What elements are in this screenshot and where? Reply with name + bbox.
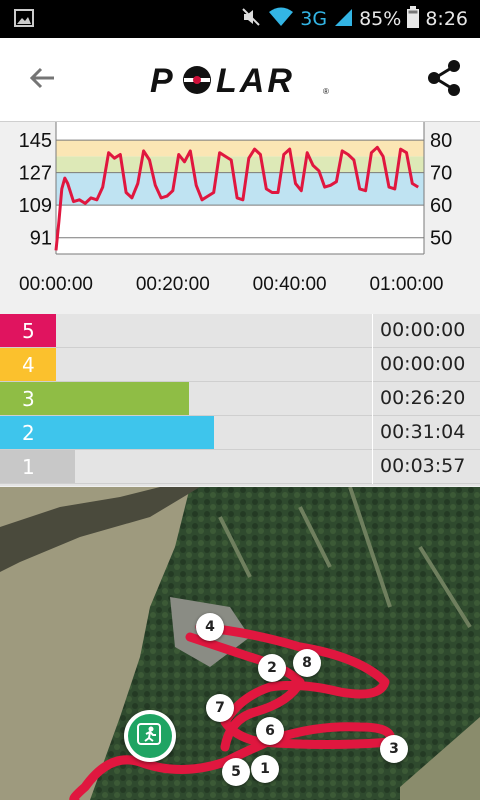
back-button[interactable] — [20, 58, 64, 102]
start-marker[interactable] — [124, 710, 176, 762]
share-button[interactable] — [422, 58, 466, 102]
x-tick-label: 00:20:00 — [136, 274, 210, 295]
lap-marker[interactable]: 8 — [293, 649, 321, 677]
battery-icon — [407, 5, 420, 33]
lap-marker[interactable]: 4 — [196, 613, 224, 641]
zone-number: 4 — [0, 348, 56, 381]
zone-time: 00:03:57 — [380, 455, 466, 477]
lap-marker[interactable]: 1 — [251, 755, 279, 783]
zone-band — [56, 140, 424, 157]
route-path — [69, 622, 396, 800]
svg-text:P: P — [150, 62, 176, 98]
zone-row-3: 3 00:26:20 — [0, 382, 480, 416]
y-tick-label-right: 60 — [430, 195, 452, 217]
y-tick-label-left: 91 — [30, 228, 52, 250]
y-tick-label-left: 109 — [19, 195, 52, 217]
y-tick-label-left: 145 — [19, 130, 52, 152]
lap-marker[interactable]: 7 — [206, 694, 234, 722]
zone-number: 3 — [0, 382, 56, 415]
zone-time: 00:31:04 — [380, 421, 466, 443]
wifi-icon — [268, 6, 294, 33]
zone-time: 00:26:20 — [380, 387, 466, 409]
lap-marker[interactable]: 2 — [258, 654, 286, 682]
running-man-icon — [136, 720, 164, 752]
x-tick-label: 00:40:00 — [253, 274, 327, 295]
lap-marker[interactable]: 5 — [222, 758, 250, 786]
status-bar: 3G 85% 8:26 — [0, 0, 480, 38]
zone-separator — [372, 348, 373, 382]
zone-separator — [372, 382, 373, 416]
lap-marker[interactable]: 6 — [256, 717, 284, 745]
heart-rate-chart-svg: 145 127 109 91 80 70 60 50 00:00:00 00:20:00 00:40… — [19, 122, 452, 295]
svg-text:LAR: LAR — [216, 62, 295, 98]
zone-bar — [56, 382, 189, 415]
zone-bar — [56, 450, 75, 483]
image-notification-icon — [14, 9, 34, 27]
zone-number: 1 — [0, 450, 56, 483]
mute-icon — [240, 6, 262, 33]
x-tick-label: 01:00:00 — [369, 274, 443, 295]
zone-separator — [372, 450, 373, 484]
y-tick-label-right: 80 — [430, 130, 452, 152]
zone-number: 5 — [0, 314, 56, 347]
heart-rate-zones: 5 00:00:00 4 00:00:00 3 00:26:20 2 00:31:04 1 00:… — [0, 314, 480, 486]
zone-separator — [372, 314, 373, 348]
zone-time: 00:00:00 — [380, 319, 466, 341]
battery-percent: 85% — [359, 8, 402, 30]
zone-time: 00:00:00 — [380, 353, 466, 375]
y-tick-label-right: 50 — [430, 228, 452, 250]
zone-number: 2 — [0, 416, 56, 449]
polar-logo: P LAR ® — [150, 62, 332, 100]
clock: 8:26 — [425, 8, 468, 30]
zone-bar — [56, 416, 214, 449]
satellite-map-image — [0, 487, 480, 800]
heart-rate-line — [54, 145, 419, 251]
share-icon — [425, 59, 463, 101]
app-bar-divider — [0, 121, 480, 122]
y-tick-label-left: 127 — [19, 163, 52, 185]
lap-marker[interactable]: 3 — [380, 735, 408, 763]
y-tick-label-right: 70 — [430, 163, 452, 185]
svg-text:®: ® — [323, 87, 329, 96]
signal-icon — [333, 7, 353, 32]
network-type-label: 3G — [300, 8, 328, 30]
zone-separator — [372, 416, 373, 450]
heart-rate-chart[interactable]: 145 127 109 91 80 70 60 50 00:00:00 00:20:00 00:40… — [0, 122, 480, 312]
x-tick-label: 00:00:00 — [19, 274, 93, 295]
zone-row-2: 2 00:31:04 — [0, 416, 480, 450]
zone-row-5: 5 00:00:00 — [0, 314, 480, 348]
arrow-left-icon — [28, 64, 56, 96]
zone-row-4: 4 00:00:00 — [0, 348, 480, 382]
app-bar: P LAR ® — [0, 38, 480, 122]
zone-row-1: 1 00:03:57 — [0, 450, 480, 484]
